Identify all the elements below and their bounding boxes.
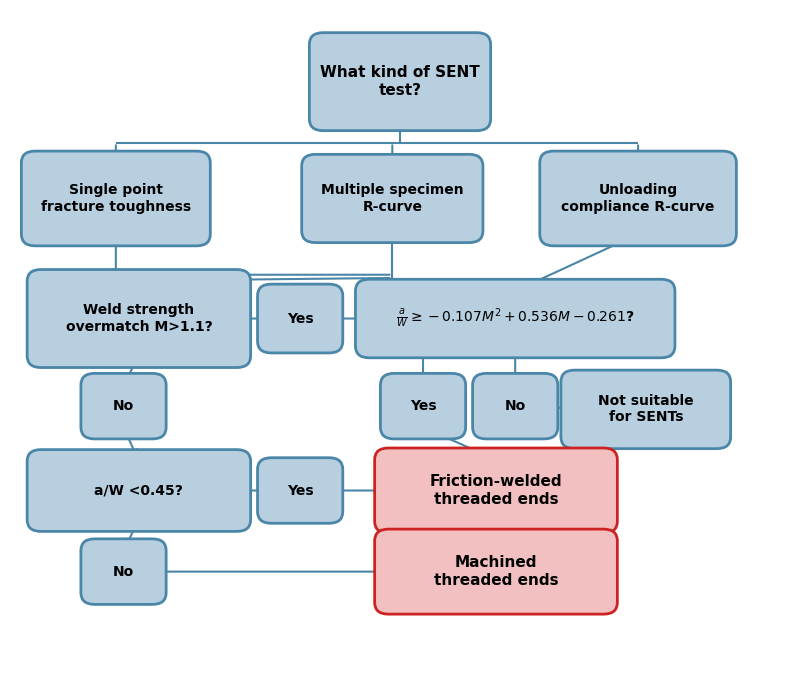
FancyBboxPatch shape — [374, 529, 618, 614]
Text: Multiple specimen
R-curve: Multiple specimen R-curve — [321, 183, 464, 214]
Text: Weld strength
overmatch M>1.1?: Weld strength overmatch M>1.1? — [66, 304, 212, 334]
Text: Yes: Yes — [410, 399, 436, 413]
Text: No: No — [505, 399, 526, 413]
FancyBboxPatch shape — [302, 154, 483, 243]
Text: Single point
fracture toughness: Single point fracture toughness — [41, 183, 191, 214]
Text: Yes: Yes — [287, 312, 314, 326]
Text: What kind of SENT
test?: What kind of SENT test? — [320, 66, 480, 98]
FancyBboxPatch shape — [81, 373, 166, 439]
Text: a/W <0.45?: a/W <0.45? — [94, 483, 183, 498]
FancyBboxPatch shape — [258, 458, 342, 523]
Text: Friction-welded
threaded ends: Friction-welded threaded ends — [430, 475, 562, 507]
FancyBboxPatch shape — [27, 270, 250, 368]
FancyBboxPatch shape — [22, 151, 210, 246]
FancyBboxPatch shape — [258, 284, 342, 353]
Text: $\frac{a}{W} \geq -0.107M^2 + 0.536M - 0.261$?: $\frac{a}{W} \geq -0.107M^2 + 0.536M - 0… — [396, 307, 634, 330]
FancyBboxPatch shape — [381, 373, 466, 439]
FancyBboxPatch shape — [81, 539, 166, 604]
Text: Machined
threaded ends: Machined threaded ends — [434, 556, 558, 588]
Text: Unloading
compliance R-curve: Unloading compliance R-curve — [562, 183, 714, 214]
FancyBboxPatch shape — [561, 370, 730, 449]
Text: No: No — [113, 399, 134, 413]
FancyBboxPatch shape — [473, 373, 558, 439]
FancyBboxPatch shape — [27, 450, 250, 531]
FancyBboxPatch shape — [374, 448, 618, 533]
Text: Not suitable
for SENTs: Not suitable for SENTs — [598, 394, 694, 425]
Text: Yes: Yes — [287, 483, 314, 498]
Text: No: No — [113, 564, 134, 579]
FancyBboxPatch shape — [540, 151, 736, 246]
FancyBboxPatch shape — [355, 279, 675, 358]
FancyBboxPatch shape — [310, 32, 490, 130]
